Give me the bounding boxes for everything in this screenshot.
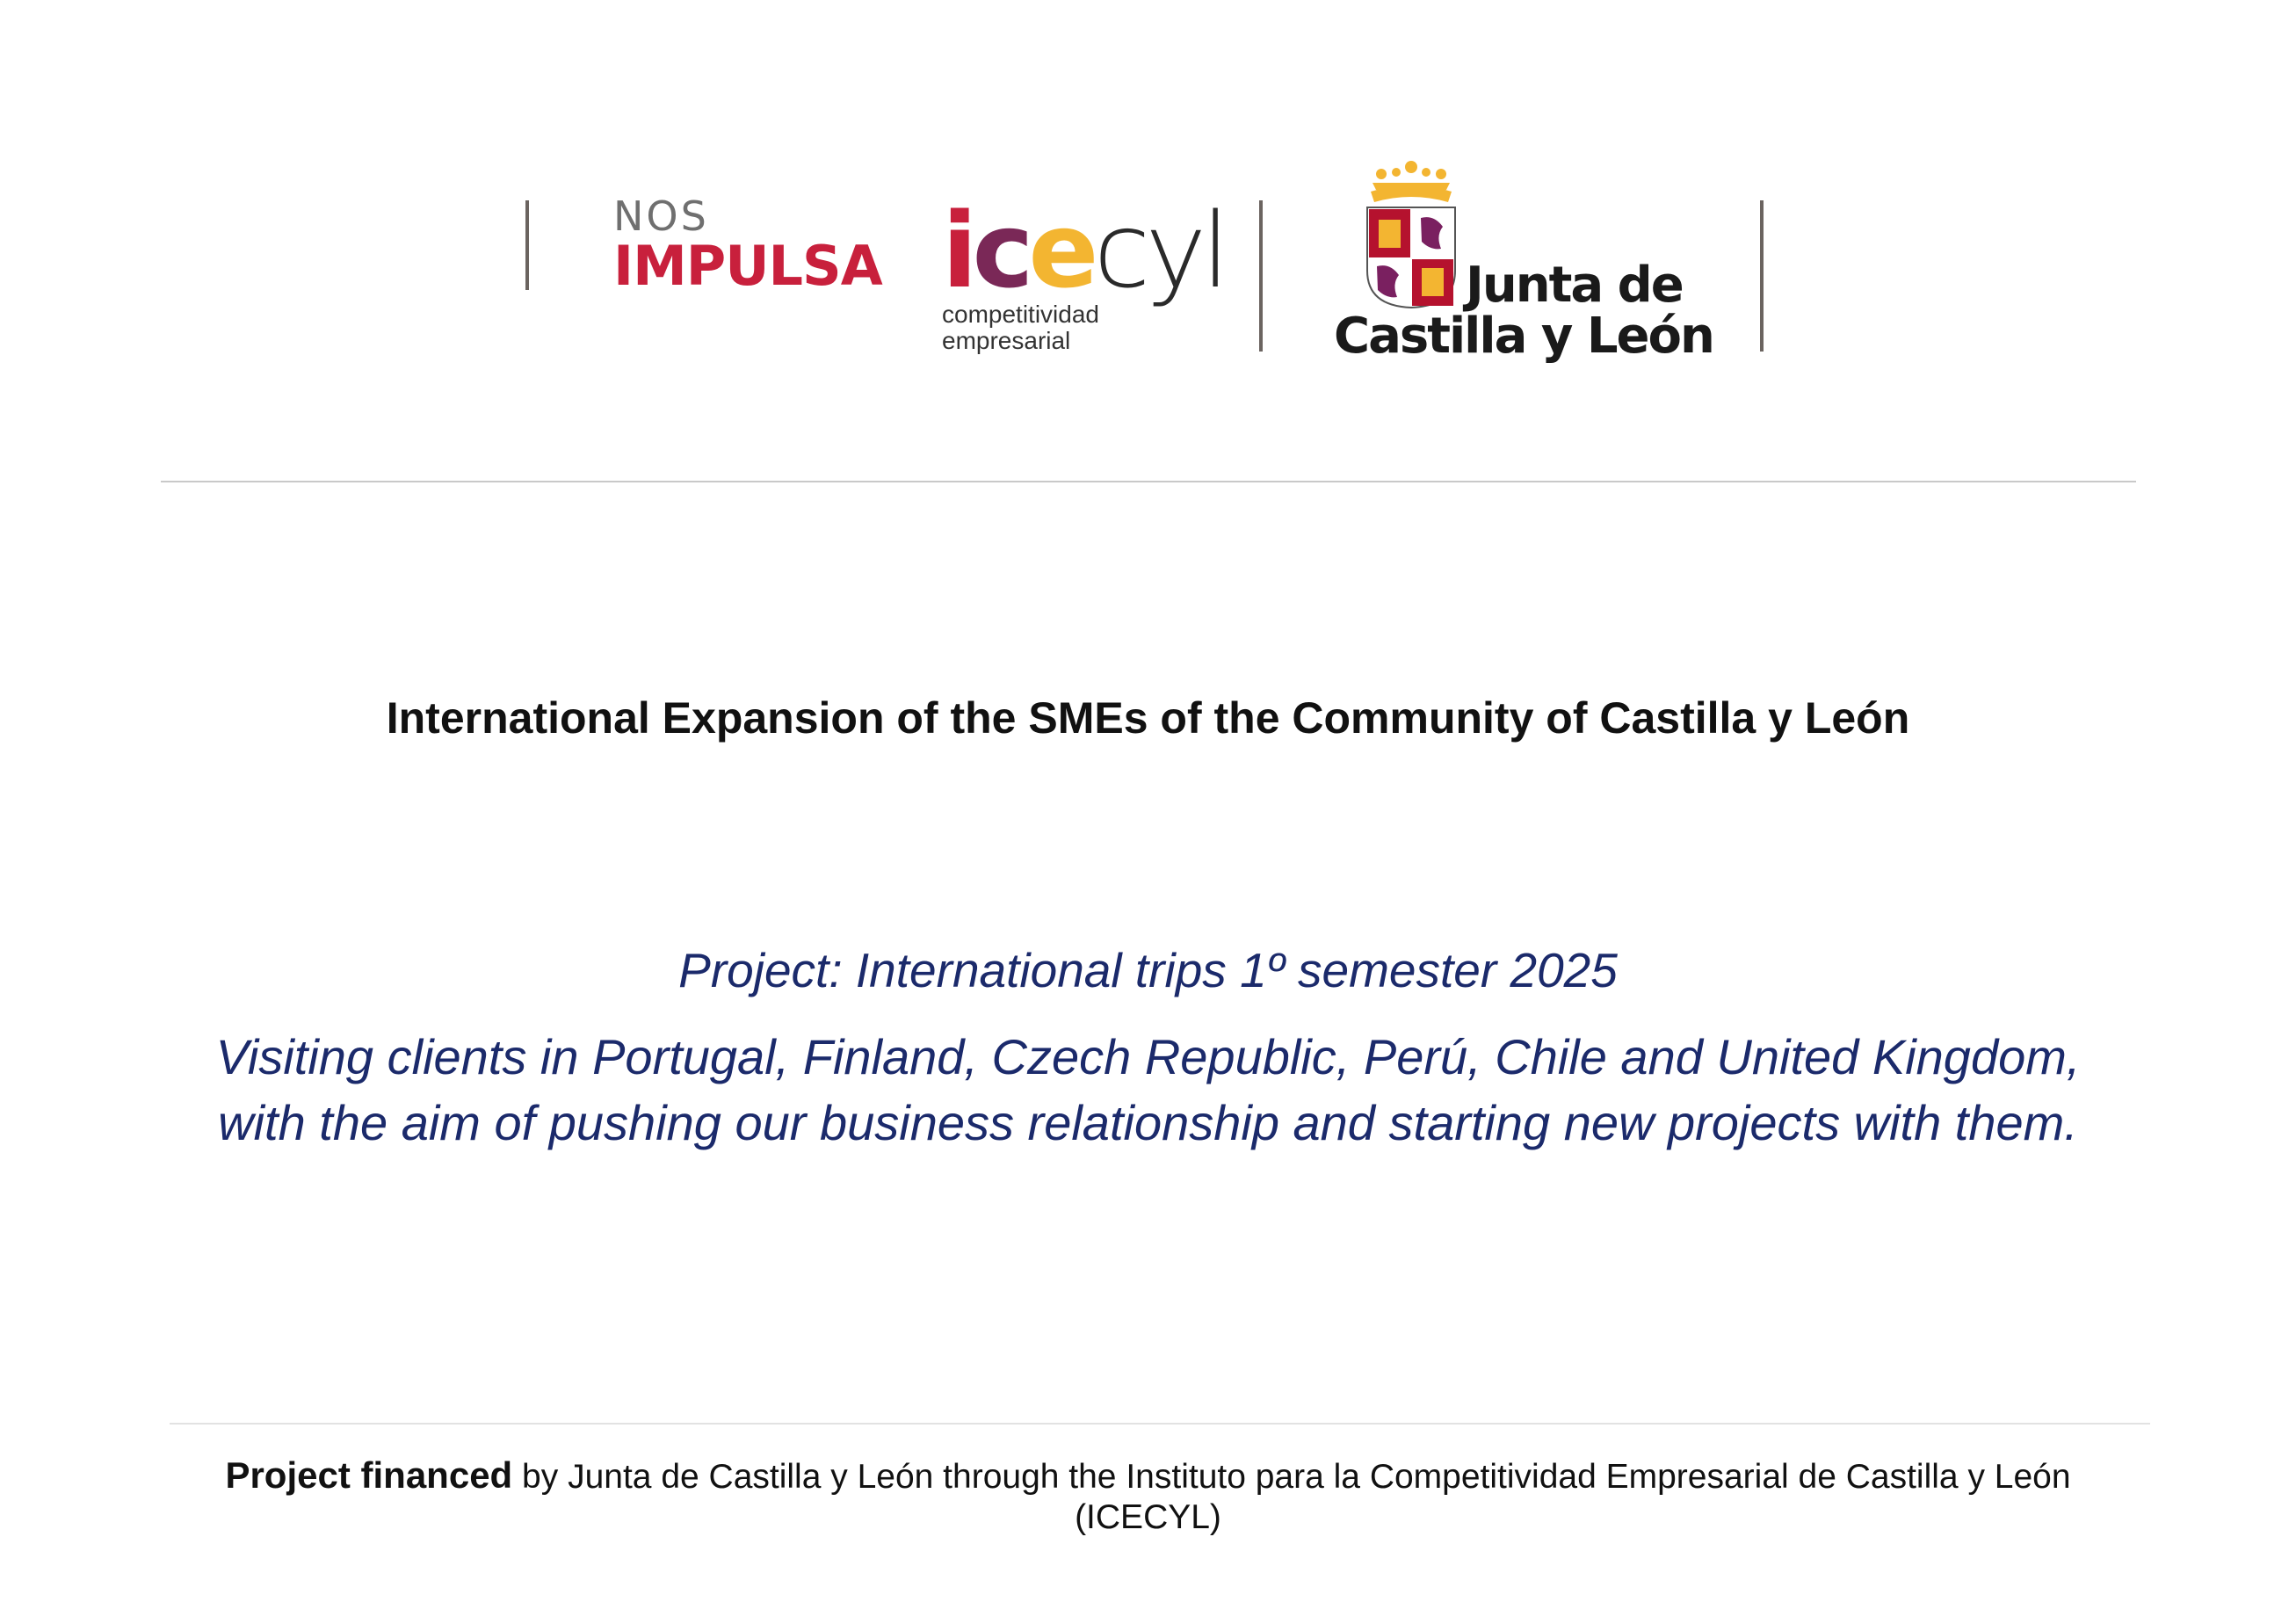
nos-text: NOS <box>613 192 709 240</box>
footer-bold-prefix: Project financed <box>225 1454 513 1496</box>
footer-line-1: Project financed by Junta de Castilla y … <box>0 1454 2296 1497</box>
footer-text: by Junta de Castilla y León through the … <box>512 1458 2071 1496</box>
junta-line1: Junta de <box>1466 257 1684 314</box>
description-line-2: with the aim of pushing our business rel… <box>218 1095 2078 1150</box>
document-title: International Expansion of the SMEs of t… <box>386 693 1910 743</box>
footer-line-2: (ICECYL) <box>1075 1498 1221 1536</box>
coat-of-arms-icon <box>1366 161 1456 309</box>
icecyl-sub2: empresarial <box>942 327 1071 354</box>
nos-impulsa-logo: NOS IMPULSA <box>613 192 883 298</box>
logo-divider <box>525 200 529 290</box>
icecyl-logo: icecyl competitividad empresarial <box>942 190 1230 354</box>
impulsa-word: IMPULSA <box>613 234 883 298</box>
footer-divider <box>170 1423 2150 1425</box>
header-divider <box>161 481 2136 482</box>
project-line: Project: International trips 1º semester… <box>678 943 1618 997</box>
description-line-1: Visiting clients in Portugal, Finland, C… <box>215 1029 2081 1084</box>
logo-divider <box>1259 200 1263 352</box>
junta-line2: Castilla y León <box>1334 308 1715 365</box>
logo-divider <box>1760 200 1764 352</box>
impulsa-text: IMPULSA <box>613 234 883 298</box>
icecyl-sub1: competitividad <box>942 301 1099 328</box>
icecyl-wordmark: icecyl <box>942 190 1230 311</box>
